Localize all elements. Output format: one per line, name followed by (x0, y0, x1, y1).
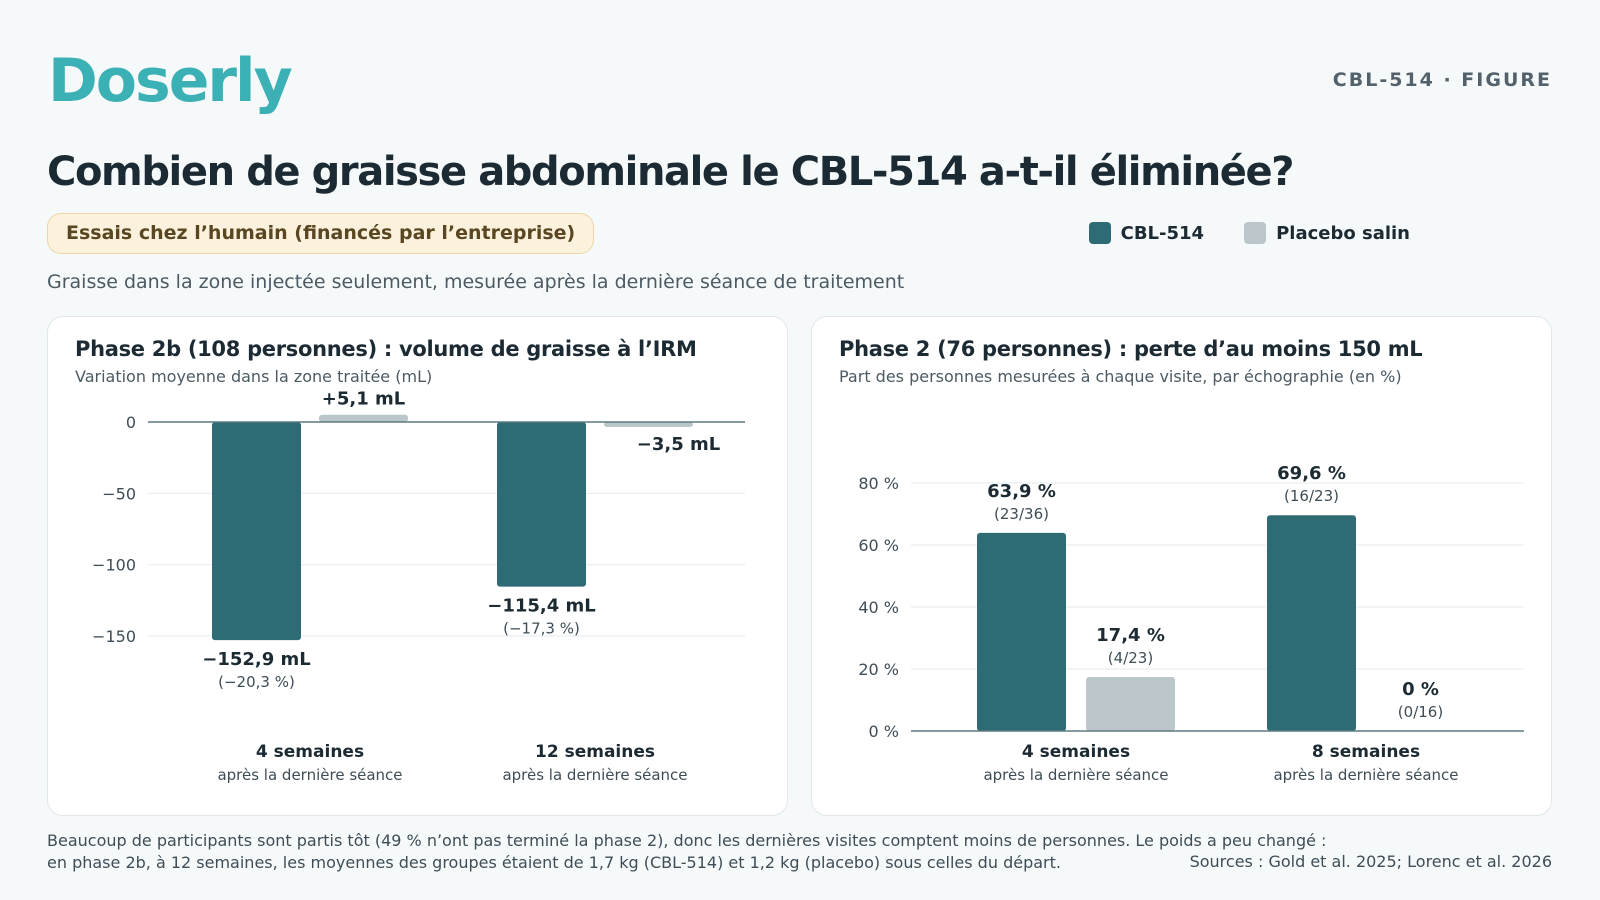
bar-cbl514 (497, 422, 586, 587)
legend-label-cbl514: CBL-514 (1120, 222, 1205, 244)
data-label: 69,6 % (1277, 463, 1346, 484)
data-sublabel: (16/23) (1284, 487, 1339, 505)
legend-item-placebo: Placebo salin (1244, 222, 1410, 244)
bar-placebo (1086, 677, 1175, 731)
data-sublabel: (−17,3 %) (503, 620, 580, 638)
data-label: +5,1 mL (322, 389, 405, 410)
data-sublabel: (0/16) (1398, 703, 1443, 721)
legend-swatch-cbl514 (1088, 222, 1111, 244)
data-label: 63,9 % (987, 481, 1056, 502)
y-tick-label: −100 (92, 556, 136, 575)
y-tick-label: −150 (92, 627, 136, 646)
x-category-label: 4 semaines (1022, 742, 1130, 762)
x-category-sublabel: après la dernière séance (217, 766, 402, 784)
x-category-label: 4 semaines (256, 742, 364, 762)
y-tick-label: −50 (102, 484, 136, 503)
data-label: −115,4 mL (487, 596, 596, 617)
y-tick-label: 0 % (869, 722, 899, 741)
data-sublabel: (−20,3 %) (218, 673, 295, 691)
data-label: −152,9 mL (202, 649, 311, 670)
chart-phase2b: 0 −50 −100 −150 −152,9 mL (−20,3 %) +5,1 mL 4 s… (92, 389, 745, 784)
y-tick-label: 40 % (858, 598, 899, 617)
panel-subtitle-phase2b: Variation moyenne dans la zone traitée (… (75, 367, 433, 386)
legend: CBL-514 Placebo salin (1088, 222, 1410, 244)
bar-placebo (604, 422, 693, 427)
footer-note: Beaucoup de participants sont partis tôt… (47, 830, 1326, 874)
data-sublabel: (4/23) (1108, 649, 1153, 667)
panel-title-phase2b: Phase 2b (108 personnes) : volume de gra… (75, 337, 697, 361)
data-label: 17,4 % (1096, 625, 1165, 646)
y-tick-label: 0 (126, 413, 136, 432)
source-badge: Essais chez l’humain (financés par l’ent… (47, 213, 595, 254)
panel-subtitle-phase2: Part des personnes mesurées à chaque vis… (839, 367, 1402, 386)
bar-placebo (319, 414, 408, 422)
bar-cbl514 (977, 532, 1066, 731)
panel-phase2: Phase 2 (76 personnes) : perte d’au moin… (811, 316, 1552, 816)
x-category-label: 8 semaines (1312, 742, 1420, 762)
x-category-sublabel: après la dernière séance (1273, 766, 1458, 784)
data-label: −3,5 mL (637, 434, 720, 455)
y-tick-label: 60 % (858, 536, 899, 555)
footer-note-line-2: en phase 2b, à 12 semaines, les moyennes… (47, 853, 1061, 872)
y-tick-label: 20 % (858, 660, 899, 679)
logo: Doserly (48, 46, 293, 116)
y-tick-label: 80 % (858, 474, 899, 493)
x-category-sublabel: après la dernière séance (983, 766, 1168, 784)
page-title: Combien de graisse abdominale le CBL-514… (47, 149, 1294, 195)
bar-cbl514 (1267, 515, 1356, 731)
data-sublabel: (23/36) (994, 505, 1049, 523)
figure-tag: CBL-514 · FIGURE (1332, 69, 1552, 91)
legend-label-placebo: Placebo salin (1276, 222, 1410, 244)
panel-title-phase2: Phase 2 (76 personnes) : perte d’au moin… (839, 337, 1423, 361)
legend-swatch-placebo (1244, 222, 1267, 244)
bar-cbl514 (212, 422, 301, 641)
page-subtitle: Graisse dans la zone injectée seulement,… (47, 271, 905, 293)
x-category-sublabel: après la dernière séance (502, 766, 687, 784)
data-label: 0 % (1402, 679, 1439, 700)
panel-phase2b: Phase 2b (108 personnes) : volume de gra… (47, 316, 788, 816)
chart-phase2: 0 % 20 % 40 % 60 % 80 % 63,9 % (23/36) 17,4 % (4… (858, 463, 1524, 784)
x-category-label: 12 semaines (535, 742, 655, 762)
sources: Sources : Gold et al. 2025; Lorenc et al… (1189, 852, 1552, 871)
legend-item-cbl514: CBL-514 (1088, 222, 1205, 244)
footer-note-line-1: Beaucoup de participants sont partis tôt… (47, 831, 1327, 850)
